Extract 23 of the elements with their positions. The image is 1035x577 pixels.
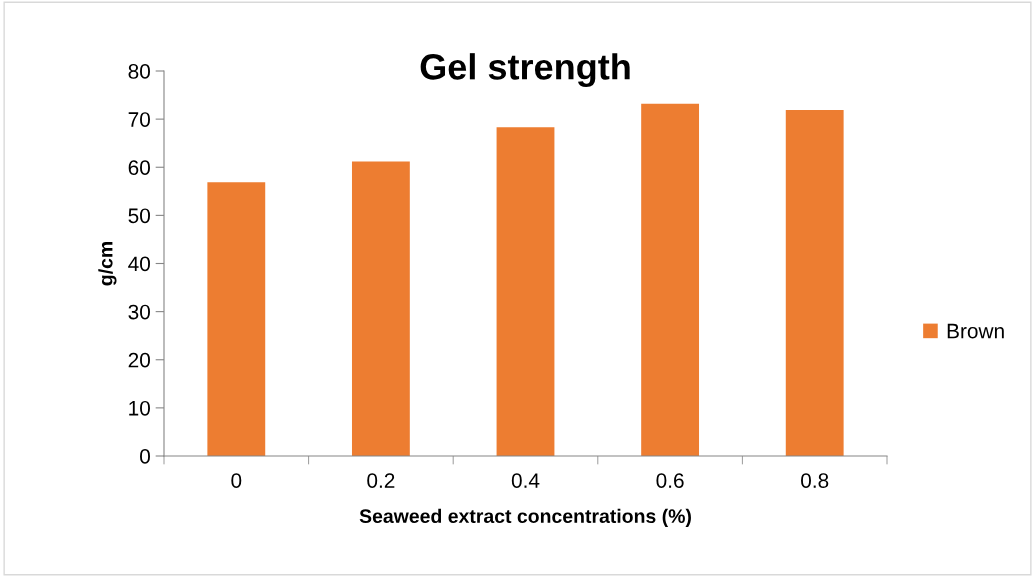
x-tick-label: 0.2 — [367, 473, 395, 488]
x-tick-label: 0.6 — [656, 473, 684, 488]
y-tick-label: 70 — [128, 112, 150, 127]
y-tick-label: 10 — [129, 400, 150, 416]
legend-label: Brown — [947, 323, 1004, 339]
y-tick-label: 60 — [128, 160, 150, 175]
bar — [496, 127, 555, 456]
bar — [785, 109, 844, 456]
y-axis-title: g/cm — [98, 242, 117, 286]
y-tick-label: 20 — [128, 352, 150, 368]
y-tick-label: 0 — [140, 449, 150, 464]
x-tick-label: 0.4 — [511, 473, 540, 488]
y-tick-label: 50 — [128, 208, 150, 224]
chart-title: Gel strength — [420, 53, 630, 87]
bar — [351, 161, 410, 456]
y-tick-label: 80 — [128, 64, 150, 79]
x-tick-label: 0 — [231, 473, 242, 488]
bar — [207, 182, 266, 456]
x-axis-title: Seaweed extract concentrations (%) — [359, 508, 691, 527]
y-tick-label: 40 — [128, 256, 150, 272]
x-tick-label: 0.8 — [801, 473, 829, 488]
bar — [641, 103, 700, 456]
y-tick-label: 30 — [128, 304, 150, 320]
